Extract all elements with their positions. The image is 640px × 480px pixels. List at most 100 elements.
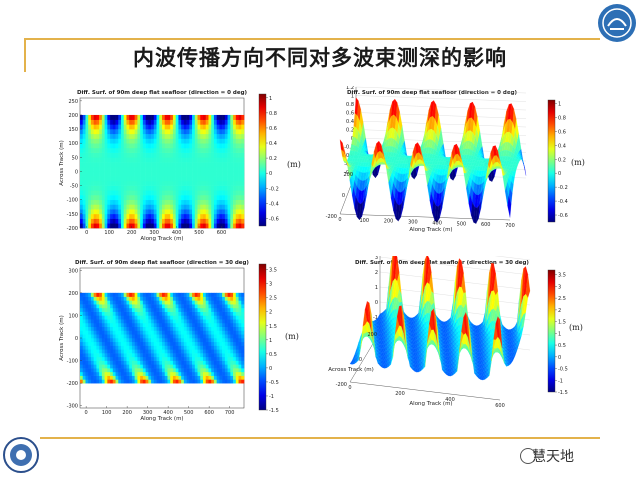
heatmap-cell [142, 133, 146, 139]
heatmap-cell [175, 143, 179, 149]
heatmap-cell [189, 199, 193, 205]
heatmap-cell [216, 371, 220, 376]
heatmap-cell [186, 171, 190, 177]
heatmap-cell [126, 322, 130, 328]
heatmap-cell [156, 190, 160, 196]
heatmap-cell [208, 353, 212, 358]
heatmap-cell [205, 147, 209, 153]
heatmap-cell [107, 334, 111, 339]
heatmap-cell [104, 133, 108, 139]
heatmap-cell [230, 322, 234, 328]
heatmap-cell [145, 157, 149, 163]
heatmap-cell [148, 124, 152, 130]
heatmap-cell [216, 166, 220, 172]
heatmap-cell [189, 218, 193, 224]
heatmap-cell [205, 326, 209, 331]
heatmap-cell [164, 353, 168, 358]
heatmap-cell [121, 371, 125, 376]
heatmap-cell [164, 334, 168, 339]
heatmap-cell [230, 213, 234, 219]
heatmap-cell [219, 138, 223, 144]
heatmap-cell [80, 124, 84, 130]
heatmap-cell [186, 322, 190, 328]
heatmap-cell [230, 180, 234, 186]
heatmap-cell [183, 190, 187, 196]
heatmap-cell [162, 143, 166, 149]
heatmap-cell [178, 185, 182, 191]
heatmap-cell [178, 338, 182, 343]
heatmap-cell [88, 223, 92, 229]
heatmap-cell [181, 375, 185, 380]
heatmap-cell [134, 114, 138, 120]
heatmap-cell [153, 204, 157, 210]
heatmap-cell [137, 368, 141, 373]
heatmap-cell [197, 353, 201, 358]
heatmap-cell [93, 180, 97, 186]
heatmap-cell [93, 114, 97, 120]
heatmap-cell [167, 315, 171, 320]
heatmap-cell [145, 326, 149, 331]
heatmap-cell [241, 330, 245, 335]
heatmap-cell [96, 176, 100, 182]
heatmap-cell [194, 147, 198, 153]
heatmap-cell [90, 180, 94, 186]
heatmap-cell [192, 190, 196, 196]
heatmap-cell [151, 166, 155, 172]
heatmap-cell [227, 360, 231, 365]
heatmap-cell [227, 349, 231, 354]
heatmap-cell [137, 375, 141, 380]
heatmap-cell [96, 190, 100, 196]
heatmap-cell [101, 338, 105, 343]
heatmap-cell [183, 119, 187, 125]
heatmap-cell [189, 143, 193, 149]
heatmap-cell [181, 195, 185, 201]
heatmap-cell [131, 180, 135, 186]
watermark-text: 慧天地 [532, 449, 574, 465]
heatmap-cell [99, 147, 103, 153]
heatmap-cell [115, 147, 119, 153]
heatmap-cell [230, 292, 234, 297]
heatmap-cell [197, 300, 201, 305]
heatmap-cell [216, 133, 220, 139]
heatmap-cell [194, 330, 198, 335]
heatmap-cell [104, 338, 108, 343]
heatmap-cell [222, 356, 226, 361]
heatmap-cell [123, 162, 127, 168]
heatmap-cell [104, 371, 108, 376]
heatmap-cell [238, 138, 242, 144]
heatmap-cell [121, 368, 125, 373]
heatmap-cell [159, 371, 163, 376]
heatmap-cell [99, 315, 103, 320]
heatmap-cell [93, 349, 97, 354]
heatmap-cell [213, 353, 217, 358]
heatmap-cell [227, 300, 231, 305]
heatmap-cell [230, 218, 234, 224]
heatmap-cell [211, 360, 215, 365]
heatmap-cell [82, 338, 86, 343]
heatmap-cell [162, 114, 166, 120]
heatmap-cell [200, 345, 204, 350]
heatmap-cell [238, 209, 242, 215]
heatmap-cell [145, 364, 149, 369]
heatmap-cell [107, 204, 111, 210]
heatmap-cell [142, 162, 146, 168]
heatmap-cell [213, 311, 217, 316]
heatmap-cell [178, 157, 182, 163]
heatmap-cell [172, 307, 176, 312]
heatmap-cell [156, 147, 160, 153]
heatmap-cell [186, 114, 190, 120]
heatmap-cell [123, 218, 127, 224]
heatmap-cell [162, 322, 166, 328]
heatmap-cell [167, 300, 171, 305]
heatmap-cell [121, 199, 125, 205]
heatmap-cell [85, 124, 89, 130]
heatmap-cell [208, 180, 212, 186]
heatmap-cell [222, 375, 226, 380]
heatmap-cell [88, 304, 92, 309]
heatmap-cell [205, 353, 209, 358]
heatmap-cell [203, 353, 207, 358]
heatmap-0deg-colorbar-tick: 0.4 [269, 141, 277, 147]
heatmap-cell [107, 218, 111, 224]
heatmap-cell [134, 138, 138, 144]
heatmap-cell [203, 368, 207, 373]
